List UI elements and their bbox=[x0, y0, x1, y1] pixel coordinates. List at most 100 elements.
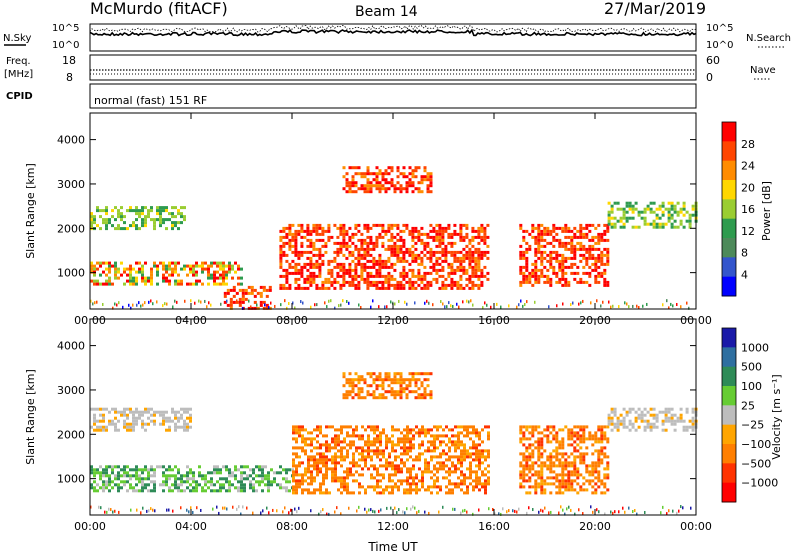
range-cell bbox=[564, 283, 568, 287]
range-cell bbox=[471, 271, 475, 275]
range-cell bbox=[111, 486, 114, 490]
range-cell bbox=[433, 464, 436, 468]
range-cell bbox=[603, 262, 607, 266]
range-cell bbox=[337, 488, 340, 492]
range-cell bbox=[400, 467, 403, 471]
range-cell bbox=[354, 166, 358, 170]
range-cell bbox=[192, 510, 194, 514]
range-cell bbox=[409, 437, 412, 441]
range-cell bbox=[96, 483, 99, 487]
range-cell bbox=[219, 477, 222, 481]
range-cell bbox=[342, 375, 346, 379]
range-cell bbox=[522, 253, 526, 257]
range-cell bbox=[427, 461, 430, 465]
range-cell bbox=[471, 250, 475, 254]
range-cell bbox=[351, 390, 355, 394]
range-cell bbox=[342, 384, 346, 388]
range-cell bbox=[402, 283, 406, 287]
range-cell bbox=[646, 422, 650, 426]
range-cell bbox=[370, 428, 373, 432]
range-cell bbox=[549, 431, 553, 435]
range-cell bbox=[396, 280, 400, 284]
range-cell bbox=[423, 387, 427, 391]
range-cell bbox=[462, 286, 466, 290]
range-cell bbox=[578, 302, 580, 306]
range-cell bbox=[363, 187, 367, 191]
range-cell bbox=[691, 428, 695, 432]
range-cell bbox=[288, 302, 290, 306]
range-cell bbox=[216, 471, 219, 475]
range-cell bbox=[238, 505, 240, 509]
range-cell bbox=[548, 305, 550, 309]
range-cell bbox=[168, 267, 171, 271]
range-cell bbox=[619, 219, 623, 223]
range-cell bbox=[564, 256, 568, 260]
range-cell bbox=[441, 232, 445, 236]
range-cell bbox=[466, 455, 469, 459]
range-cell bbox=[570, 473, 574, 477]
range-cell bbox=[381, 259, 385, 263]
range-cell bbox=[201, 261, 204, 265]
range-cell bbox=[594, 241, 598, 245]
range-cell bbox=[508, 304, 510, 308]
range-cell bbox=[450, 283, 454, 287]
range-cell bbox=[591, 247, 595, 251]
range-cell bbox=[430, 485, 433, 489]
range-cell bbox=[531, 449, 535, 453]
range-cell bbox=[162, 471, 165, 475]
range-cell bbox=[570, 303, 572, 307]
range-cell bbox=[519, 226, 523, 230]
range-cell bbox=[384, 265, 388, 269]
range-cell bbox=[582, 280, 586, 284]
range-cell bbox=[204, 299, 206, 303]
range-cell bbox=[261, 474, 264, 478]
range-cell bbox=[423, 247, 427, 251]
range-cell bbox=[366, 226, 370, 230]
range-cell bbox=[390, 166, 394, 170]
range-cell bbox=[391, 428, 394, 432]
range-cell bbox=[561, 461, 565, 465]
range-cell bbox=[252, 489, 255, 493]
range-cell bbox=[552, 268, 556, 272]
range-cell bbox=[375, 271, 379, 275]
range-cell bbox=[433, 446, 436, 450]
range-cell bbox=[670, 222, 674, 226]
range-cell bbox=[652, 422, 656, 426]
range-cell bbox=[301, 437, 304, 441]
range-cell bbox=[168, 212, 171, 216]
range-cell bbox=[688, 425, 692, 429]
range-cell bbox=[318, 268, 322, 272]
range-cell bbox=[477, 250, 481, 254]
range-cell bbox=[132, 413, 135, 417]
range-cell bbox=[388, 491, 391, 495]
range-cell bbox=[250, 291, 254, 295]
range-cell bbox=[229, 288, 233, 292]
range-cell bbox=[126, 273, 129, 277]
range-cell bbox=[429, 178, 433, 182]
range-cell bbox=[354, 268, 358, 272]
range-cell bbox=[162, 422, 165, 426]
range-cell bbox=[531, 226, 535, 230]
range-cell bbox=[537, 256, 541, 260]
range-cell bbox=[403, 428, 406, 432]
range-cell bbox=[427, 470, 430, 474]
range-cell bbox=[382, 464, 385, 468]
range-cell bbox=[282, 477, 285, 481]
range-cell bbox=[411, 268, 415, 272]
range-cell bbox=[288, 247, 292, 251]
range-cell bbox=[336, 262, 340, 266]
range-cell bbox=[603, 434, 607, 438]
range-cell bbox=[567, 226, 571, 230]
range-cell bbox=[549, 280, 553, 284]
range-cell bbox=[525, 479, 529, 483]
range-cell bbox=[546, 232, 550, 236]
range-cell bbox=[267, 480, 270, 484]
range-cell bbox=[333, 286, 337, 290]
range-cell bbox=[304, 440, 307, 444]
range-cell bbox=[334, 434, 337, 438]
range-cell bbox=[132, 489, 135, 493]
range-cell bbox=[370, 485, 373, 489]
range-cell bbox=[606, 464, 610, 468]
range-cell bbox=[123, 221, 126, 225]
range-cell bbox=[186, 486, 189, 490]
